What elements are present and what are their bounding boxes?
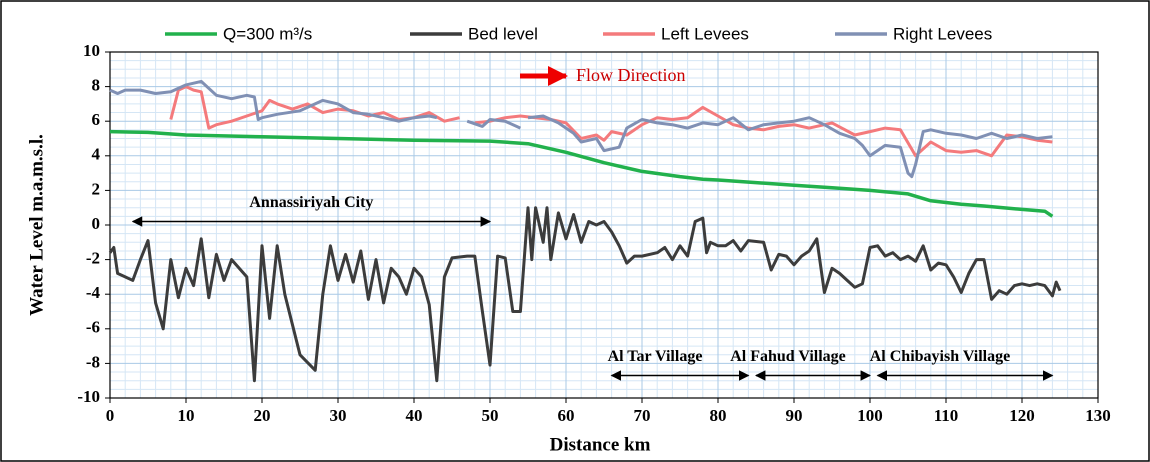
- x-tick-label: 70: [634, 406, 651, 425]
- x-tick-label: 20: [254, 406, 271, 425]
- plot: [108, 79, 1062, 383]
- x-tick-label: 120: [1009, 406, 1035, 425]
- x-tick-label: 110: [934, 406, 959, 425]
- x-tick-label: 100: [857, 406, 883, 425]
- y-tick-label: 6: [92, 110, 101, 129]
- x-tick-label: 130: [1085, 406, 1111, 425]
- series-line: [108, 206, 1062, 383]
- x-tick-label: 80: [710, 406, 727, 425]
- y-tick-label: -10: [77, 387, 100, 406]
- x-tick-label: 30: [330, 406, 347, 425]
- flow-label: Flow Direction: [576, 65, 686, 85]
- y-tick-label: -4: [86, 283, 101, 302]
- y-tick-label: 10: [83, 41, 100, 60]
- y-tick-label: 4: [92, 145, 101, 164]
- x-tick-label: 10: [178, 406, 195, 425]
- legend-label: Right Levees: [893, 24, 992, 43]
- x-tick-label: 0: [106, 406, 115, 425]
- y-tick-label: -2: [86, 249, 100, 268]
- legend-label: Q=300 m³/s: [223, 24, 312, 43]
- x-tick-label: 60: [558, 406, 575, 425]
- plot-border: [109, 51, 1099, 399]
- annotation-label: Annassiriyah City: [249, 194, 373, 211]
- annotation-label: Al Tar Village: [608, 348, 703, 365]
- series-line: [109, 79, 1053, 179]
- y-tick-label: 0: [92, 214, 101, 233]
- annotation-label: Al Chibayish Village: [870, 348, 1010, 365]
- y-tick-label: 8: [92, 76, 101, 95]
- legend-label: Bed level: [468, 24, 538, 43]
- x-axis-label: Distance km: [550, 434, 651, 455]
- annotation-label: Al Fahud Village: [730, 348, 846, 365]
- x-tick-label: 90: [786, 406, 803, 425]
- series-line: [109, 129, 1054, 218]
- y-tick-label: -8: [86, 352, 100, 371]
- y-axis-label: Water Level m.a.m.s.l.: [26, 134, 47, 316]
- x-tick-label: 50: [482, 406, 499, 425]
- y-tick-label: 2: [92, 179, 101, 198]
- x-tick-label: 40: [406, 406, 423, 425]
- legend-label: Left Levees: [661, 24, 749, 43]
- y-tick-label: -6: [86, 318, 100, 337]
